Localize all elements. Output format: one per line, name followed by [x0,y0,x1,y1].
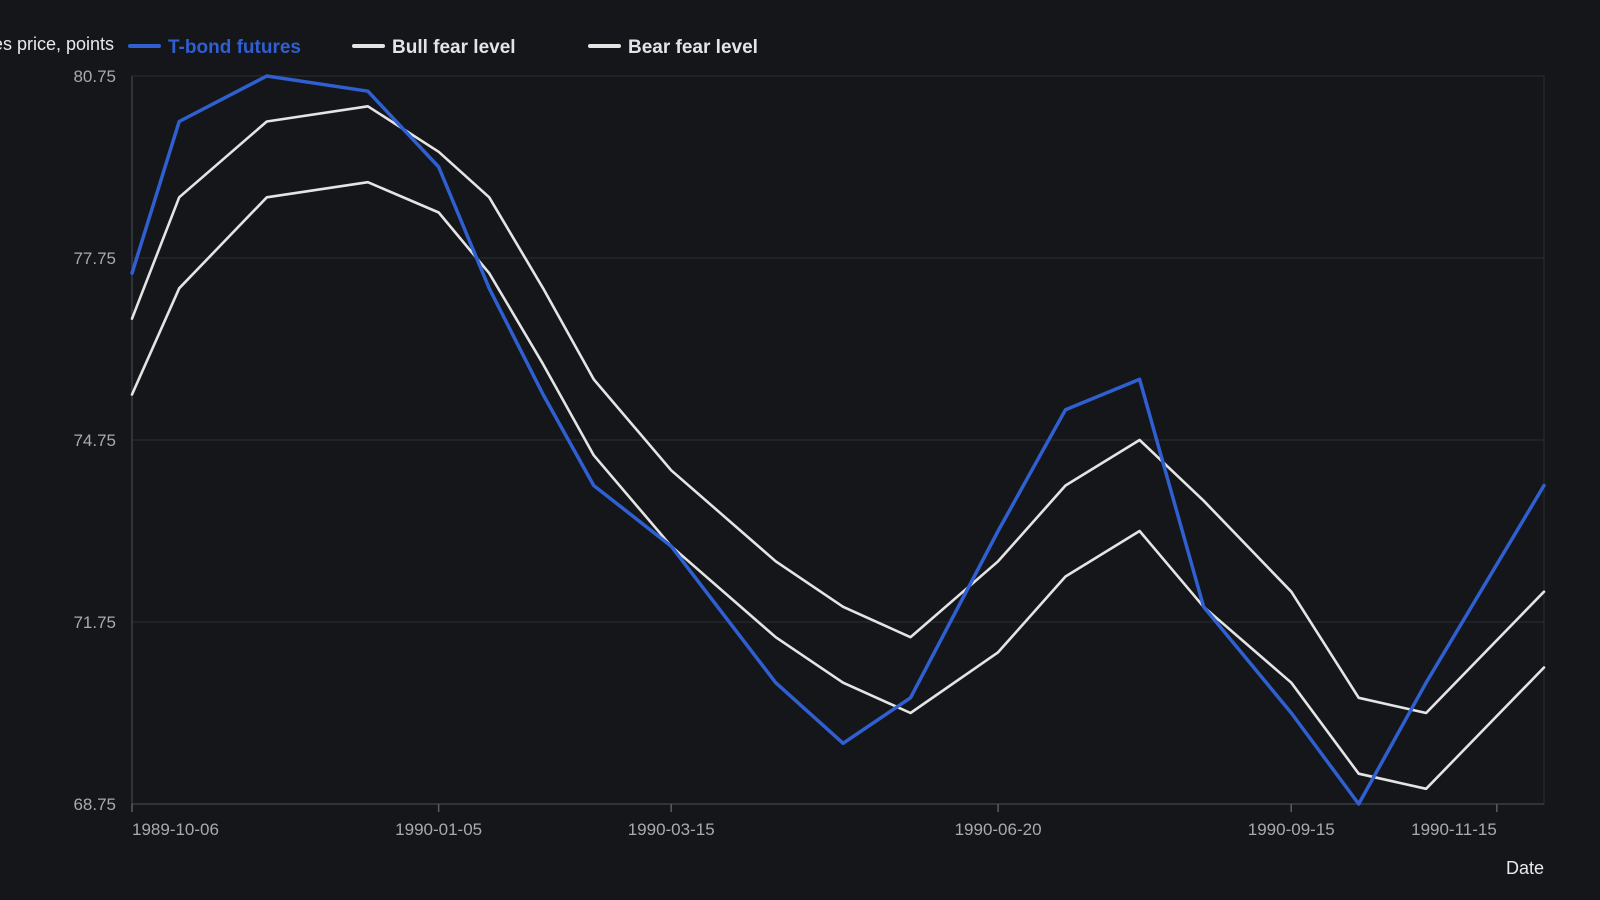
y-tick-label: 71.75 [73,613,116,632]
x-tick-label: 1990-11-15 [1411,820,1497,839]
series-line-bull-fear-level [130,105,1546,715]
legend: T-bond futures Bull fear level Bear fear l… [128,37,758,58]
legend-label: Bear fear level [628,37,758,58]
series-lines [130,74,1546,806]
legend-label: Bull fear level [392,37,516,58]
x-tick-label: 1990-03-15 [628,820,715,839]
y-tick-label: 74.75 [73,431,116,450]
y-axis-title: T-bond futures price, points [0,34,114,54]
y-tick-label: 68.75 [73,795,116,814]
y-tick-label: 77.75 [73,249,116,268]
x-tick-label: 1989-10-06 [132,820,219,839]
legend-label: T-bond futures [168,37,301,58]
series-line-bear-fear-level [130,180,1546,791]
y-tick-label: 80.75 [73,67,116,86]
x-tick-label: 1990-09-15 [1248,820,1335,839]
x-axis-title: Date [1506,858,1544,878]
axes: 68.75 71.75 74.75 77.75 80.75 1989-10-06 1990-… [73,67,1544,839]
series-line-t-bond-futures [130,74,1546,806]
x-tick-label: 1990-01-05 [395,820,482,839]
x-tick-label: 1990-06-20 [955,820,1042,839]
